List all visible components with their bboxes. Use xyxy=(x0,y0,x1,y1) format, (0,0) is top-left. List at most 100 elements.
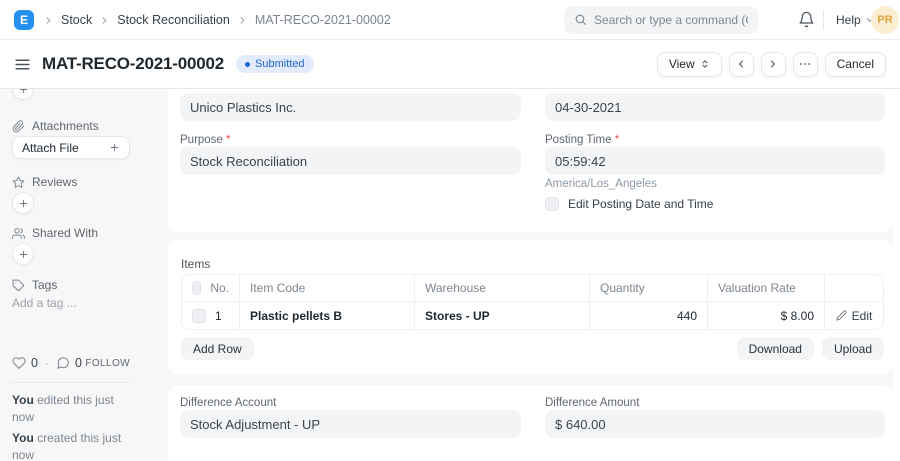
pencil-icon xyxy=(836,310,847,321)
posting-time-field[interactable]: 05:59:42 xyxy=(545,147,885,175)
difference-amount-field[interactable]: $ 640.00 xyxy=(545,410,885,438)
help-menu[interactable]: Help xyxy=(836,13,875,27)
shared-with-label: Shared With xyxy=(32,226,99,240)
breadcrumb-item-stock[interactable]: Stock xyxy=(61,13,93,27)
timezone-text: America/Los_Angeles xyxy=(545,178,657,190)
warehouse-cell[interactable]: Stores - UP xyxy=(415,302,590,330)
add-review-button[interactable] xyxy=(12,192,34,214)
row-edit-button[interactable]: Edit xyxy=(835,309,873,323)
difference-amount-label: Difference Amount xyxy=(545,397,640,409)
previous-document-button[interactable] xyxy=(728,51,754,77)
plus-icon xyxy=(19,89,27,93)
view-button[interactable]: View xyxy=(656,51,722,77)
heart-icon[interactable] xyxy=(12,356,26,370)
tags-label: Tags xyxy=(32,278,58,292)
reviews-section-header: Reviews xyxy=(12,175,77,189)
cancel-button[interactable]: Cancel xyxy=(824,51,886,77)
purpose-label: Purpose * xyxy=(180,134,231,146)
edit-posting-checkbox[interactable] xyxy=(545,197,559,211)
scrollbar-track[interactable] xyxy=(893,89,900,461)
posting-date-field[interactable]: 04-30-2021 xyxy=(545,93,885,121)
search-input[interactable] xyxy=(564,6,758,34)
plus-icon xyxy=(19,250,27,258)
attachments-section-header: Attachments xyxy=(12,119,99,133)
comment-icon[interactable] xyxy=(56,356,70,370)
users-icon xyxy=(12,227,25,239)
notifications-bell-icon[interactable] xyxy=(798,11,815,28)
plus-icon xyxy=(109,142,120,153)
sidebar-divider xyxy=(12,382,130,383)
breadcrumb-separator-icon xyxy=(237,15,248,26)
user-avatar[interactable]: PR xyxy=(871,6,899,34)
view-button-label: View xyxy=(668,57,695,71)
items-grid-row: 1 Plastic pellets B Stores - UP 440 $ 8.… xyxy=(181,302,884,330)
quantity-cell[interactable]: 440 xyxy=(590,302,708,330)
activity-entry: You edited this just now xyxy=(12,392,134,427)
app-logo[interactable]: E xyxy=(14,10,34,30)
attach-file-button[interactable]: Attach File xyxy=(12,136,130,159)
paperclip-icon xyxy=(12,119,25,132)
more-menu-button[interactable] xyxy=(792,51,818,77)
difference-account-field[interactable]: Stock Adjustment - UP xyxy=(180,410,521,438)
assign-add-button[interactable] xyxy=(12,89,34,100)
document-body: Attachments Attach File Reviews Shared W… xyxy=(0,89,900,461)
row-edit-label: Edit xyxy=(851,308,873,323)
upload-button[interactable]: Upload xyxy=(821,337,884,360)
comments-count: 0 xyxy=(74,356,82,370)
purpose-label-text: Purpose xyxy=(180,134,223,146)
add-share-button[interactable] xyxy=(12,243,34,265)
status-dot xyxy=(245,61,251,67)
required-marker: * xyxy=(226,134,231,146)
shared-with-section-header: Shared With xyxy=(12,226,98,240)
col-header-item-code: Item Code xyxy=(240,274,415,302)
help-label: Help xyxy=(836,13,861,27)
items-section-card: Items No. Item Code Warehouse Quantity V… xyxy=(168,240,893,374)
posting-time-label-text: Posting Time xyxy=(545,134,612,146)
activity-text: created this just now xyxy=(12,431,122,461)
purpose-field[interactable]: Stock Reconciliation xyxy=(180,147,521,175)
likes-count: 0 xyxy=(31,356,38,370)
top-navbar: E Stock Stock Reconciliation MAT-RECO-20… xyxy=(0,0,900,40)
required-marker: * xyxy=(614,134,620,146)
cancel-button-label: Cancel xyxy=(836,57,874,71)
item-code-cell[interactable]: Plastic pellets B xyxy=(240,302,415,330)
edit-posting-checkbox-row[interactable]: Edit Posting Date and Time xyxy=(545,197,713,211)
col-header-no: No. xyxy=(210,281,229,295)
ellipsis-icon xyxy=(800,63,811,65)
plus-icon xyxy=(19,199,27,207)
col-header-edit xyxy=(825,274,884,302)
tags-section-header: Tags xyxy=(12,278,57,292)
valuation-rate-cell[interactable]: $ 8.00 xyxy=(708,302,825,330)
status-badge: Submitted xyxy=(236,55,314,73)
form-sidebar: Attachments Attach File Reviews Shared W… xyxy=(0,89,168,461)
activity-entry: You created this just now xyxy=(12,430,134,461)
sidebar-toggle-icon[interactable] xyxy=(14,56,31,73)
status-badge-label: Submitted xyxy=(255,58,305,70)
add-tag-input[interactable]: Add a tag ... xyxy=(12,296,77,310)
row-checkbox[interactable] xyxy=(192,308,206,323)
details-section-card: Unico Plastics Inc. Purpose * Stock Reco… xyxy=(168,89,893,232)
attachments-label: Attachments xyxy=(32,119,99,133)
select-updown-icon xyxy=(702,60,708,68)
header-actions: View Cancel xyxy=(656,51,886,77)
company-field[interactable]: Unico Plastics Inc. xyxy=(180,93,521,121)
star-icon xyxy=(12,176,25,188)
difference-section-card: Difference Account Stock Adjustment - UP… xyxy=(168,385,893,461)
dot-separator: · xyxy=(44,356,49,370)
chevron-left-icon xyxy=(739,60,744,68)
edit-posting-checkbox-label: Edit Posting Date and Time xyxy=(568,197,714,211)
next-document-button[interactable] xyxy=(760,51,786,77)
breadcrumb-separator-icon xyxy=(43,15,54,26)
select-all-checkbox[interactable] xyxy=(192,281,202,295)
download-button[interactable]: Download xyxy=(736,337,814,360)
social-row: 0 · 0 FOLLOW xyxy=(12,356,130,370)
follow-button[interactable]: FOLLOW xyxy=(85,357,130,369)
items-grid-header-row: No. Item Code Warehouse Quantity Valuati… xyxy=(181,274,884,302)
tag-icon xyxy=(12,279,24,291)
breadcrumb-item-stock-reconciliation[interactable]: Stock Reconciliation xyxy=(117,13,230,27)
items-section-label: Items xyxy=(181,257,211,271)
breadcrumb-item-current-doc[interactable]: MAT-RECO-2021-00002 xyxy=(254,13,391,27)
add-row-button[interactable]: Add Row xyxy=(181,337,254,360)
row-index: 1 xyxy=(215,308,222,323)
reviews-label: Reviews xyxy=(32,175,78,189)
